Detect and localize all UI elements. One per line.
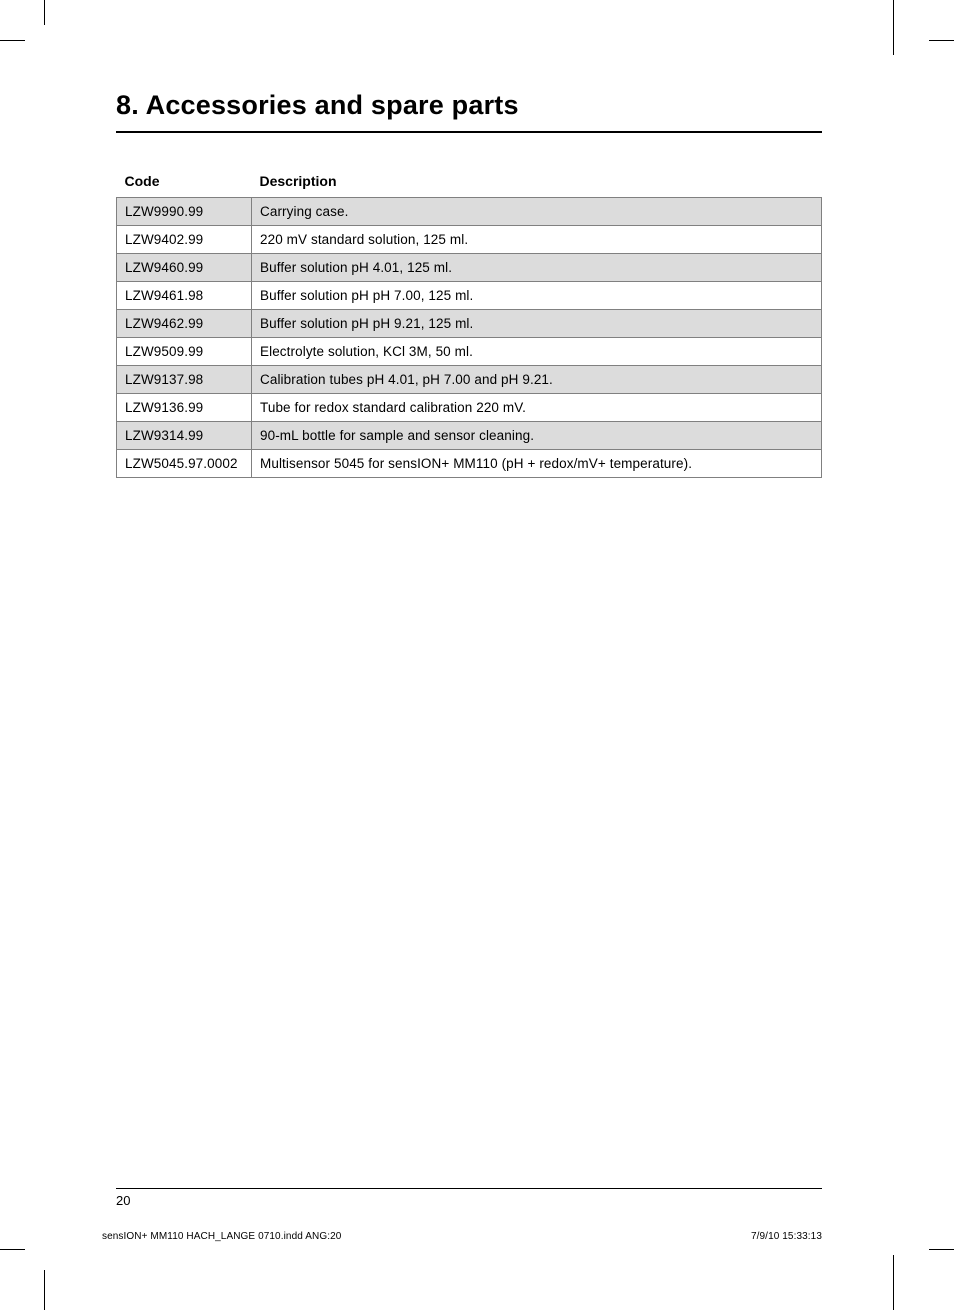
cell-code: LZW9460.99 bbox=[117, 254, 252, 282]
cell-description: Calibration tubes pH 4.01, pH 7.00 and p… bbox=[252, 366, 822, 394]
page-footer: 20 bbox=[116, 1188, 822, 1208]
page-body: 8. Accessories and spare parts Code Desc… bbox=[44, 40, 894, 1250]
footer-rule bbox=[116, 1188, 822, 1189]
imprint-right: 7/9/10 15:33:13 bbox=[751, 1231, 822, 1242]
table-header-row: Code Description bbox=[117, 167, 822, 198]
imprint-line: sensION+ MM110 HACH_LANGE 0710.indd ANG:… bbox=[102, 1231, 822, 1242]
table-row: LZW9137.98Calibration tubes pH 4.01, pH … bbox=[117, 366, 822, 394]
table-row: LZW9509.99Electrolyte solution, KCl 3M, … bbox=[117, 338, 822, 366]
cell-description: Tube for redox standard calibration 220 … bbox=[252, 394, 822, 422]
crop-mark bbox=[929, 1249, 954, 1250]
cell-description: 90-mL bottle for sample and sensor clean… bbox=[252, 422, 822, 450]
cell-description: Buffer solution pH 4.01, 125 ml. bbox=[252, 254, 822, 282]
crop-mark bbox=[44, 0, 45, 25]
col-header-code: Code bbox=[117, 167, 252, 198]
table-row: LZW9990.99Carrying case. bbox=[117, 198, 822, 226]
imprint-left: sensION+ MM110 HACH_LANGE 0710.indd ANG:… bbox=[102, 1231, 341, 1242]
crop-mark bbox=[0, 1249, 25, 1250]
crop-mark bbox=[0, 40, 25, 41]
cell-code: LZW9509.99 bbox=[117, 338, 252, 366]
table-row: LZW9136.99Tube for redox standard calibr… bbox=[117, 394, 822, 422]
cell-description: Buffer solution pH pH 7.00, 125 ml. bbox=[252, 282, 822, 310]
table-row: LZW9461.98Buffer solution pH pH 7.00, 12… bbox=[117, 282, 822, 310]
cell-code: LZW9990.99 bbox=[117, 198, 252, 226]
table-row: LZW9460.99Buffer solution pH 4.01, 125 m… bbox=[117, 254, 822, 282]
table-row: LZW9314.9990-mL bottle for sample and se… bbox=[117, 422, 822, 450]
crop-mark bbox=[893, 1255, 894, 1310]
cell-code: LZW5045.97.0002 bbox=[117, 450, 252, 478]
cell-description: Electrolyte solution, KCl 3M, 50 ml. bbox=[252, 338, 822, 366]
crop-mark bbox=[929, 40, 954, 41]
cell-code: LZW9402.99 bbox=[117, 226, 252, 254]
cell-description: 220 mV standard solution, 125 ml. bbox=[252, 226, 822, 254]
cell-description: Carrying case. bbox=[252, 198, 822, 226]
cell-code: LZW9137.98 bbox=[117, 366, 252, 394]
cell-code: LZW9314.99 bbox=[117, 422, 252, 450]
cell-code: LZW9461.98 bbox=[117, 282, 252, 310]
parts-table: Code Description LZW9990.99Carrying case… bbox=[116, 167, 822, 478]
crop-mark bbox=[44, 1270, 45, 1310]
cell-code: LZW9462.99 bbox=[117, 310, 252, 338]
page-number: 20 bbox=[116, 1193, 822, 1208]
col-header-description: Description bbox=[252, 167, 822, 198]
table-row: LZW5045.97.0002Multisensor 5045 for sens… bbox=[117, 450, 822, 478]
section-title: 8. Accessories and spare parts bbox=[116, 90, 822, 133]
table-row: LZW9462.99Buffer solution pH pH 9.21, 12… bbox=[117, 310, 822, 338]
table-row: LZW9402.99220 mV standard solution, 125 … bbox=[117, 226, 822, 254]
cell-code: LZW9136.99 bbox=[117, 394, 252, 422]
cell-description: Multisensor 5045 for sensION+ MM110 (pH … bbox=[252, 450, 822, 478]
cell-description: Buffer solution pH pH 9.21, 125 ml. bbox=[252, 310, 822, 338]
